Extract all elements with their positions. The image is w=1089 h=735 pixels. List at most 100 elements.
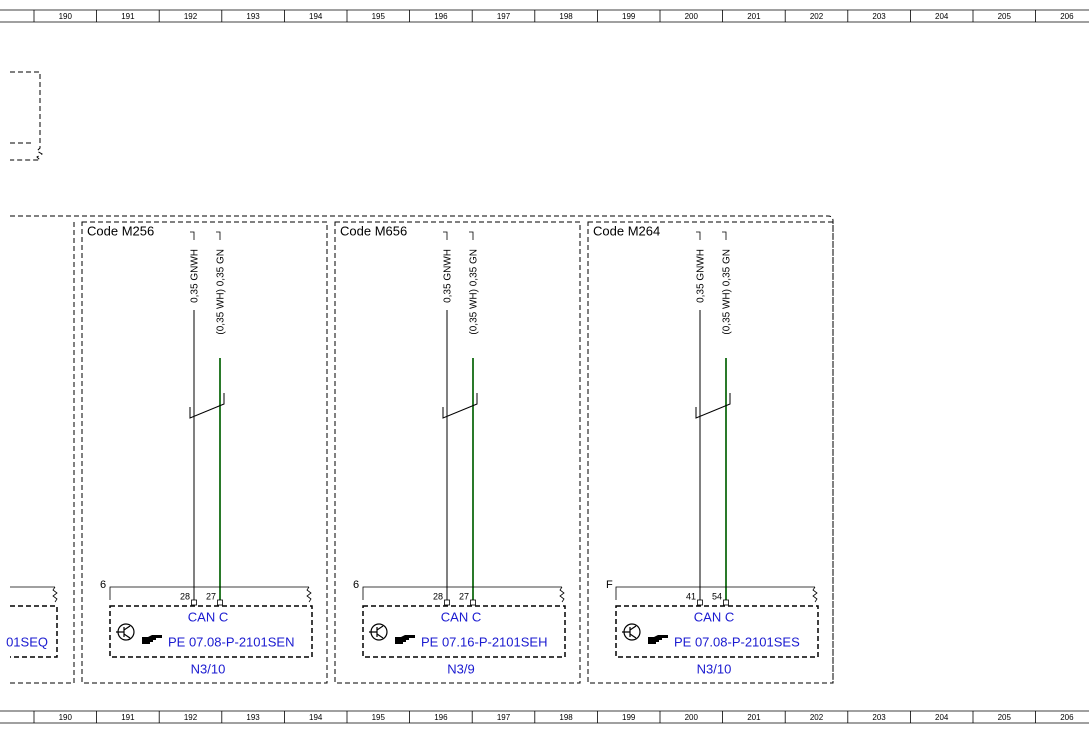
module-code: Code M264 — [593, 223, 660, 238]
ruler-label: 204 — [935, 12, 949, 21]
ruler-label: 192 — [184, 713, 198, 722]
pin-label: 27 — [459, 591, 469, 601]
ref-text: 01SEQ — [6, 634, 48, 649]
ruler-label: 193 — [246, 713, 260, 722]
wire-label: (0,35 WH) 0,35 GN — [722, 249, 733, 335]
ruler-label: 197 — [497, 12, 511, 21]
component-id: N3/9 — [447, 661, 474, 676]
pin — [444, 599, 450, 606]
module-box — [334, 221, 581, 684]
pin — [470, 599, 476, 606]
ruler-label: 203 — [872, 12, 886, 21]
connector-line — [109, 586, 309, 600]
ruler-label: 205 — [998, 12, 1012, 21]
transistor-icon — [622, 625, 637, 639]
ruler-label: 199 — [622, 12, 636, 21]
wire-label: (0,35 WH) 0,35 GN — [216, 249, 227, 335]
pin — [723, 599, 729, 606]
ruler-label: 203 — [872, 713, 886, 722]
ruler-label: 197 — [497, 713, 511, 722]
pin — [217, 599, 223, 606]
pin-label: 28 — [433, 591, 443, 601]
ruler-label: 205 — [998, 713, 1012, 722]
wire-hook — [190, 231, 195, 240]
left-component-box — [10, 605, 58, 658]
ruler-label: 201 — [747, 713, 761, 722]
ruler-label: 206 — [1060, 713, 1074, 722]
ruler-label: 191 — [121, 713, 135, 722]
pin-label: 41 — [686, 591, 696, 601]
pin-label: 54 — [712, 591, 722, 601]
ruler-label: 190 — [59, 12, 73, 21]
ruler-label: 191 — [121, 12, 135, 21]
ruler-label: 200 — [685, 713, 699, 722]
reference-icon — [142, 635, 162, 644]
wire-hook — [216, 231, 221, 240]
reference-icon — [648, 635, 668, 644]
connector-line — [362, 586, 562, 600]
transistor-icon — [116, 625, 131, 639]
connector-label: F — [606, 579, 613, 591]
pin-label: 27 — [206, 591, 216, 601]
twist-marker — [442, 393, 478, 419]
component-id: N3/10 — [697, 661, 732, 676]
pin-label: 28 — [180, 591, 190, 601]
ruler-label: 204 — [935, 713, 949, 722]
ref-text: PE 07.16-P-2101SEH — [421, 634, 547, 649]
reference-icon — [395, 635, 415, 644]
wire-label: 0,35 GNWH — [443, 249, 454, 303]
connector-label: 6 — [353, 579, 359, 591]
wiggle — [306, 586, 312, 603]
component-box — [109, 605, 313, 658]
connector-line — [615, 586, 815, 600]
ruler-label: 196 — [434, 713, 448, 722]
outer-frame — [10, 215, 834, 683]
ruler-label: 192 — [184, 12, 198, 21]
module-code: Code M256 — [87, 223, 154, 238]
component-box — [615, 605, 819, 658]
module-code: Code M656 — [340, 223, 407, 238]
module-box — [81, 221, 328, 684]
pin — [697, 599, 703, 606]
ruler-label: 194 — [309, 713, 323, 722]
ref-text: PE 07.08-P-2101SEN — [168, 634, 294, 649]
ruler-label: 198 — [559, 12, 573, 21]
pin — [191, 599, 197, 606]
bus-label: CAN C — [441, 609, 481, 624]
connector-label: 6 — [100, 579, 106, 591]
wire-hook — [469, 231, 474, 240]
twist-marker — [189, 393, 225, 419]
ruler-label: 200 — [685, 12, 699, 21]
wire-hook — [696, 231, 701, 240]
component-id: N3/10 — [191, 661, 226, 676]
ruler-label: 196 — [434, 12, 448, 21]
ruler-label: 206 — [1060, 12, 1074, 21]
ruler-label: 202 — [810, 713, 824, 722]
ruler-label: 190 — [59, 713, 73, 722]
ruler-label: 198 — [559, 713, 573, 722]
wire-label: 0,35 GNWH — [696, 249, 707, 303]
wire-hook — [722, 231, 727, 240]
bus-label: CAN C — [188, 609, 228, 624]
ruler-label: 193 — [246, 12, 260, 21]
wire-label: 0,35 GNWH — [190, 249, 201, 303]
module-box — [587, 221, 834, 684]
wiggle — [812, 586, 818, 603]
left-box — [10, 222, 75, 684]
wiggle — [52, 586, 58, 603]
ruler-label: 202 — [810, 12, 824, 21]
fragment-box — [10, 71, 43, 161]
wiggle — [559, 586, 565, 603]
twist-marker — [695, 393, 731, 419]
ruler-label: 201 — [747, 12, 761, 21]
component-box — [362, 605, 566, 658]
bus-label: CAN C — [694, 609, 734, 624]
ruler-label: 195 — [372, 713, 386, 722]
wire-label: (0,35 WH) 0,35 GN — [469, 249, 480, 335]
ruler-label: 195 — [372, 12, 386, 21]
ref-text: PE 07.08-P-2101SES — [674, 634, 800, 649]
ruler-label: 199 — [622, 713, 636, 722]
transistor-icon — [369, 625, 384, 639]
